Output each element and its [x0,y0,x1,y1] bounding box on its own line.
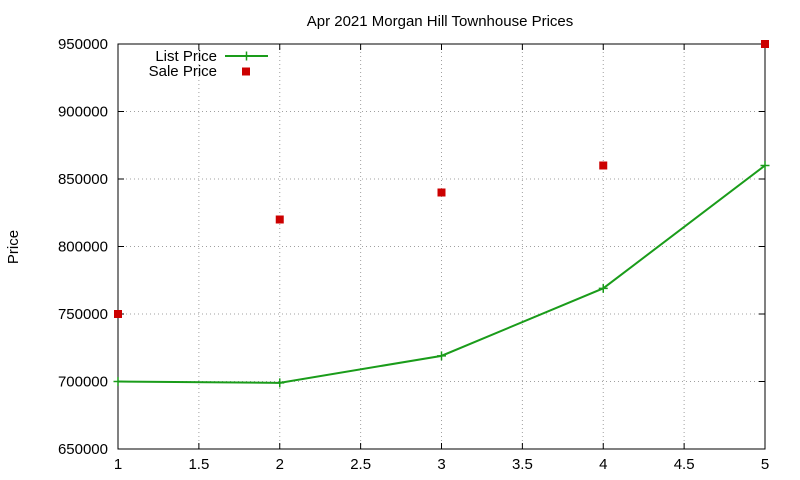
series [113,40,770,388]
legend-label-sale-price: Sale Price [149,63,217,80]
y-tick-label: 800000 [58,239,108,256]
y-tick-label: 950000 [58,36,108,53]
data-point-list-price [598,283,608,293]
grid [118,44,765,449]
data-point-sale-price [437,188,446,197]
legend-label-list-price: List Price [155,48,217,65]
axis-ticks: 1 1.5 2 2.5 3 3.5 4 4.5 5 650000 700000 750000 80000… [58,36,769,473]
series-line-list-price [117,164,766,384]
data-point-sale-price [761,40,769,48]
x-tick-label: 2.5 [350,456,371,473]
x-tick-label: 3.5 [512,456,533,473]
data-point-sale-price [275,215,284,224]
legend-marker-list-price [242,51,251,61]
x-tick-label: 2 [276,456,284,473]
x-tick-label: 1 [114,456,122,473]
data-point-list-price [760,161,770,170]
data-point-list-price [275,378,285,388]
data-point-sale-price [114,310,122,318]
x-tick-label: 4 [599,456,607,473]
x-tick-label: 3 [437,456,445,473]
y-tick-label: 900000 [58,104,108,121]
y-tick-label: 650000 [58,441,108,458]
y-axis-label: Price [5,230,22,264]
y-tick-label: 750000 [58,306,108,323]
x-tick-label: 4.5 [674,456,695,473]
legend-marker-sale-price [242,67,250,76]
data-point-sale-price [599,161,608,170]
y-tick-label: 850000 [58,171,108,188]
x-tick-label: 1.5 [188,456,209,473]
x-tick-label: 5 [761,456,769,473]
legend: List Price Sale Price [149,48,268,80]
y-tick-label: 700000 [58,374,108,391]
chart-title: Apr 2021 Morgan Hill Townhouse Prices [307,13,574,30]
data-point-list-price [437,351,446,361]
data-point-list-price [113,377,123,386]
